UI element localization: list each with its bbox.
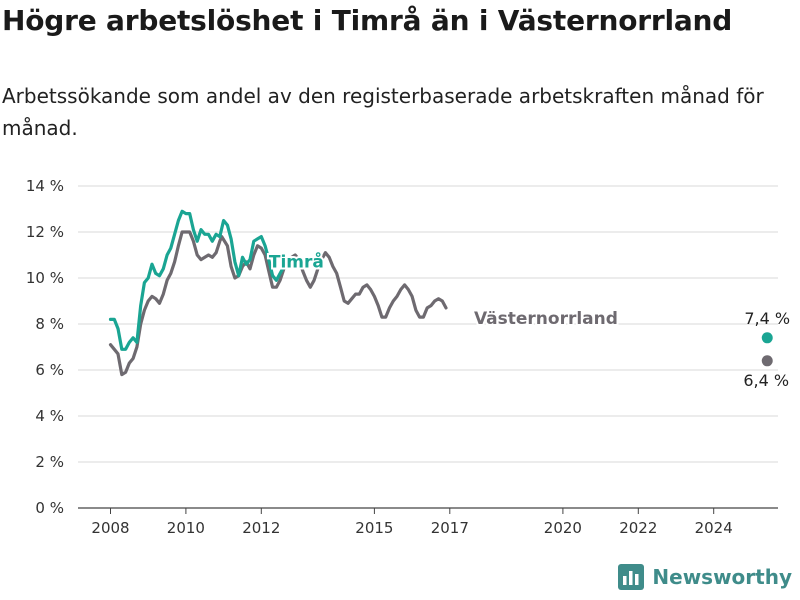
y-tick-label: 0 %: [35, 499, 64, 517]
end-value-label-timra: 7,4 %: [744, 309, 790, 328]
series-label: Timrå: [269, 251, 324, 273]
axes: 0 % 2 % 4 % 6 % 8 % 10 % 12 % 14 % 2008 2010 2012 2…: [26, 177, 733, 537]
y-tick-label: 4 %: [35, 407, 64, 425]
end-dot-timra: [761, 332, 773, 344]
chart-subtitle: Arbetssökande som andel av den registerb…: [2, 84, 764, 140]
x-tick-label: 2017: [431, 519, 469, 537]
y-tick-label: 12 %: [26, 223, 64, 241]
series-lines: [108, 209, 448, 377]
x-tick-label: 2024: [695, 519, 733, 537]
x-tick-label: 2010: [167, 519, 205, 537]
x-tick-label: 2012: [242, 519, 280, 537]
x-tick-label: 2022: [619, 519, 657, 537]
series-labels: Timrå Västernorrland 7,4 % 6,4 %: [267, 249, 790, 390]
y-tick-label: 14 %: [26, 177, 64, 195]
series-line-v-sternorrland: [108, 230, 448, 377]
y-tick-label: 8 %: [35, 315, 64, 333]
series-label: Västernorrland: [474, 309, 618, 329]
y-tick-label: 6 %: [35, 361, 64, 379]
chart-title: Högre arbetslöshet i Timrå än i Västerno…: [2, 4, 733, 37]
x-tick-label: 2015: [355, 519, 393, 537]
series-line-timr-: [108, 209, 290, 351]
bar-chart-logo-icon: [618, 564, 645, 590]
end-value-label-vasternorrland: 6,4 %: [743, 371, 789, 390]
newsworthy-logo[interactable]: Newsworthy: [618, 564, 792, 590]
x-tick-label: 2008: [91, 519, 129, 537]
grid-lines: [78, 185, 778, 509]
end-dot-vasternorrland: [761, 355, 773, 367]
y-tick-label: 10 %: [26, 269, 64, 287]
x-tick-label: 2020: [544, 519, 582, 537]
brand-name: Newsworthy: [652, 565, 792, 589]
y-tick-label: 2 %: [35, 453, 64, 471]
